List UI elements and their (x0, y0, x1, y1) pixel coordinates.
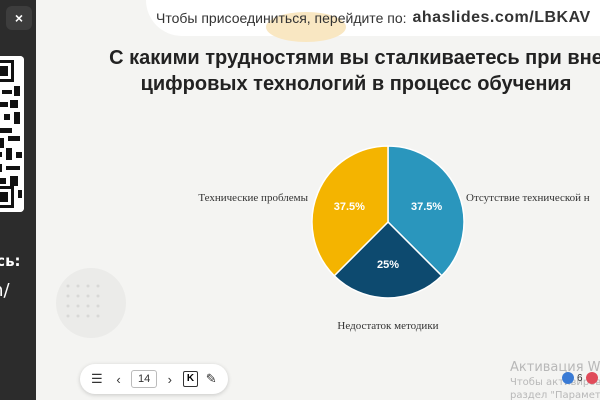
page-number-input[interactable]: 14 (131, 370, 157, 388)
pie-category-label: Отсутствие технической н (466, 192, 590, 204)
windows-activation-watermark: Активация Win Чтобы активирова раздел "П… (510, 360, 600, 400)
pie-category-label: Технические проблемы (198, 192, 308, 204)
banner-accent-shape (266, 12, 346, 42)
watermark-subtitle-2: раздел "Параметры" (510, 390, 600, 400)
presenter-toolbar: ☰ ‹ 14 › K ✎ (80, 364, 228, 394)
reaction-count: 6 (577, 372, 583, 384)
pie-chart: 37.5% Отсутствие технической н 25% Недостат… (198, 145, 590, 332)
pie-value-label: 37.5% (334, 201, 365, 213)
left-panel: × (0, 0, 36, 400)
pie-slice (387, 145, 465, 277)
join-url[interactable]: ahaslides.com/LBKAV (412, 9, 591, 26)
close-button[interactable]: × (6, 6, 32, 30)
next-slide-icon[interactable]: › (167, 371, 172, 387)
pie-slice (311, 145, 389, 277)
heart-icon[interactable] (585, 372, 598, 384)
watermark-title: Активация Win (510, 360, 600, 375)
close-icon: × (14, 10, 24, 26)
decorative-dots (66, 284, 100, 318)
reactions[interactable]: 6 (562, 372, 598, 384)
pie-value-label: 25% (377, 259, 399, 271)
keyboard-shortcut-button[interactable]: K (182, 371, 199, 387)
menu-icon[interactable]: ☰ (91, 371, 103, 386)
slide-title-line-1: С какими трудностями вы сталкиваетесь пр… (109, 47, 600, 69)
effects-icon[interactable]: ✎ (205, 371, 217, 386)
side-url-text: m/ (0, 280, 10, 301)
prev-slide-icon[interactable]: ‹ (116, 371, 121, 387)
pie-slice (333, 220, 443, 299)
like-icon[interactable] (562, 372, 574, 384)
qr-code (0, 56, 24, 212)
decorative-circle (56, 268, 126, 338)
join-banner: Чтобы присоединиться, перейдите по: ahas… (146, 0, 600, 42)
side-instruction-text: есь: (0, 252, 21, 270)
presentation-slide: Чтобы присоединиться, перейдите по: ahas… (36, 0, 600, 400)
pie-category-label: Недостаток методики (337, 320, 438, 332)
pie-value-label: 37.5% (411, 201, 442, 213)
slide-title-line-2: цифровых технологий в процесс обучения (140, 73, 572, 95)
join-instruction: Чтобы присоединиться, перейдите по: (156, 10, 407, 26)
watermark-subtitle: Чтобы активирова (510, 377, 600, 388)
slide-title: С какими трудностями вы сталкиваетесь пр… (36, 45, 600, 97)
